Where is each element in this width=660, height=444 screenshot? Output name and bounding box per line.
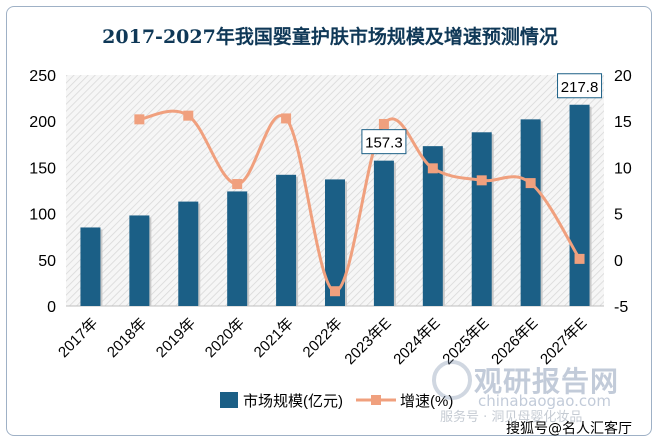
- bar-2024年E: [422, 146, 443, 306]
- y-left-tick-label: 50: [38, 253, 56, 270]
- bar-2025年E: [471, 132, 492, 306]
- growth-point: [378, 118, 389, 129]
- bar-2022年: [325, 179, 345, 306]
- y-left-tick-label: 150: [29, 160, 56, 177]
- y-right-tick-label: 10: [614, 160, 632, 177]
- growth-point: [574, 253, 585, 264]
- bar-2027年E: [569, 104, 590, 306]
- growth-point: [330, 286, 340, 297]
- legend-bar-label: 市场规模(亿元): [243, 393, 343, 410]
- watermark-site: chinabaogao.com: [478, 392, 611, 410]
- y-right-tick-label: -5: [614, 299, 628, 316]
- growth-point: [476, 175, 487, 186]
- bar-2026年E: [520, 119, 541, 307]
- y-left-tick-label: 0: [47, 299, 56, 316]
- growth-point: [281, 113, 292, 124]
- y-right-tick-label: 20: [614, 68, 632, 85]
- watermark-source: 搜狐号@名人汇客厅: [506, 421, 632, 437]
- y-left-tick-label: 100: [29, 207, 56, 224]
- bar-2018年: [129, 215, 150, 306]
- data-callout-label: 217.8: [561, 79, 599, 96]
- watermark-brand: 观研报告网: [474, 365, 620, 398]
- y-right-tick-label: 15: [614, 114, 632, 131]
- bar-2021年: [276, 174, 297, 306]
- x-tick-label: 2022年: [300, 315, 346, 361]
- growth-point: [525, 178, 536, 189]
- bar-2020年: [227, 191, 248, 306]
- growth-point: [427, 163, 438, 174]
- x-tick-label: 2020年: [202, 315, 248, 361]
- chart-title: 2017-2027年我国婴童护肤市场规模及增速预测情况: [102, 26, 558, 48]
- growth-point: [134, 114, 145, 125]
- x-tick-label: 2017年: [55, 315, 101, 361]
- legend-line-label: 增速(%): [400, 393, 453, 410]
- bar-2017年: [80, 227, 101, 306]
- bar-2023年E: [373, 160, 394, 306]
- legend-line-marker: [371, 395, 381, 405]
- x-tick-label: 2019年: [153, 315, 199, 361]
- y-left-tick-label: 200: [29, 114, 56, 131]
- data-callout-label: 157.3: [365, 135, 403, 152]
- x-tick-label: 2024年E: [390, 315, 443, 368]
- data-callout-box: [557, 73, 603, 99]
- growth-line: [139, 109, 581, 293]
- watermark-service: 服务号 · 洞见母婴化妆品: [440, 410, 583, 425]
- data-callout-box: [361, 129, 407, 155]
- watermark-logo-icon: [432, 360, 472, 400]
- bar-2019年: [178, 201, 199, 306]
- x-tick-label: 2023年E: [341, 315, 394, 368]
- y-right-tick-label: 5: [614, 207, 623, 224]
- x-tick-label: 2018年: [104, 315, 150, 361]
- y-left-tick-label: 250: [29, 68, 56, 85]
- x-tick-label: 2021年: [251, 315, 297, 361]
- growth-point: [232, 179, 243, 190]
- y-right-tick-label: 0: [614, 253, 623, 270]
- growth-point: [183, 110, 194, 121]
- legend-bar-swatch: [220, 392, 238, 408]
